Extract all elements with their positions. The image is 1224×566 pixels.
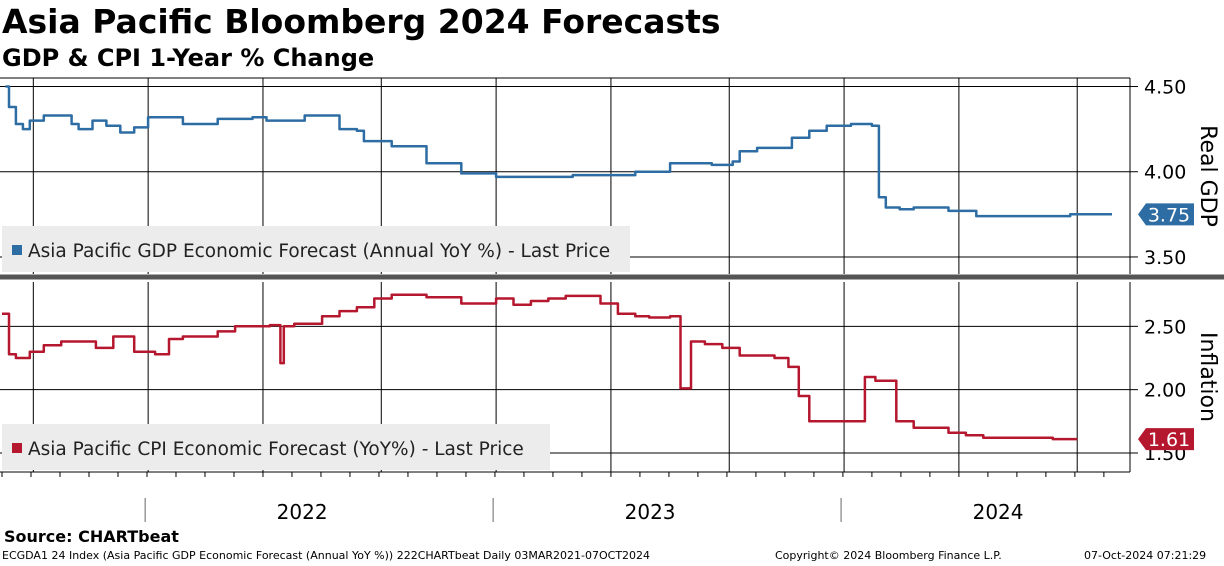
cpi-last-value-badge: 1.61 bbox=[1138, 428, 1194, 451]
x-year-label: 2022 bbox=[277, 500, 328, 524]
cpi-series-line bbox=[2, 293, 1078, 441]
cpi-legend: Asia Pacific CPI Economic Forecast (YoY%… bbox=[2, 424, 550, 470]
gdp-legend: Asia Pacific GDP Economic Forecast (Annu… bbox=[2, 226, 630, 272]
gdp-ytick-label: 4.50 bbox=[1144, 77, 1186, 99]
gdp-last-value-label: 3.75 bbox=[1148, 204, 1190, 226]
gdp-series-line bbox=[5, 85, 1112, 218]
x-year-label: 2024 bbox=[973, 500, 1024, 524]
cpi-ytick-label: 2.00 bbox=[1144, 380, 1186, 402]
source-note: Source: CHARTbeat bbox=[4, 527, 179, 546]
footer-copyright: Copyright© 2024 Bloomberg Finance L.P. bbox=[775, 549, 1002, 562]
gdp-ytick-label: 4.00 bbox=[1144, 162, 1186, 184]
x-year-label: 2023 bbox=[625, 500, 676, 524]
gdp-legend-swatch bbox=[12, 245, 22, 255]
gdp-axis-label: Real GDP bbox=[1195, 125, 1220, 227]
chart-title: Asia Pacific Bloomberg 2024 Forecasts bbox=[2, 2, 721, 41]
footer-ticker-info: ECGDA1 24 Index (Asia Pacific GDP Econom… bbox=[2, 549, 651, 562]
cpi-axis-label: Inflation bbox=[1195, 332, 1220, 422]
gdp-ytick-label: 3.50 bbox=[1144, 247, 1186, 269]
footer-timestamp: 07-Oct-2024 07:21:29 bbox=[1084, 549, 1207, 562]
chart-subtitle: GDP & CPI 1-Year % Change bbox=[2, 44, 375, 72]
gdp-legend-label: Asia Pacific GDP Economic Forecast (Annu… bbox=[28, 241, 610, 262]
gdp-last-value-box bbox=[1138, 203, 1194, 226]
gdp-legend-background bbox=[2, 226, 630, 272]
cpi-legend-swatch bbox=[12, 443, 22, 453]
cpi-legend-background bbox=[2, 424, 550, 470]
cpi-legend-label: Asia Pacific CPI Economic Forecast (YoY%… bbox=[28, 439, 524, 460]
gdp-last-value-badge: 3.75 bbox=[1138, 203, 1194, 226]
cpi-last-value-box bbox=[1138, 428, 1194, 451]
cpi-ytick-label: 2.50 bbox=[1144, 316, 1186, 338]
cpi-last-value-label: 1.61 bbox=[1148, 429, 1190, 451]
